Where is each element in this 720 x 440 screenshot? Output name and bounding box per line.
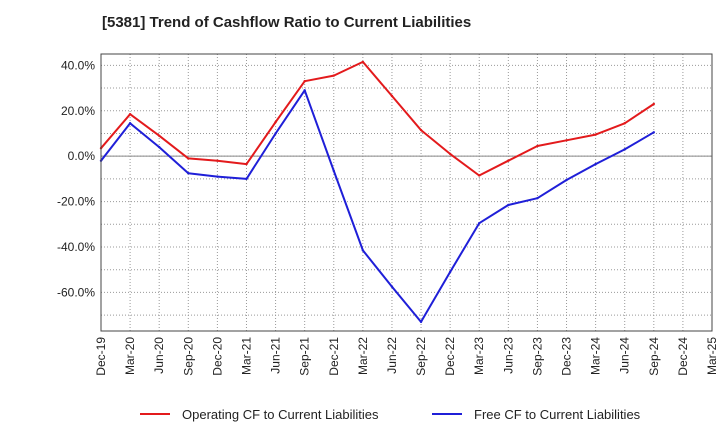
x-tick-label: Dec-19 <box>94 337 108 376</box>
data-point-1 <box>507 159 510 162</box>
data-point-1 <box>274 120 277 124</box>
data-point-1 <box>390 94 394 98</box>
x-tick-label: Jun-20 <box>152 337 166 374</box>
data-point-2 <box>303 89 306 92</box>
data-point-2 <box>128 122 132 125</box>
data-point-2 <box>565 178 568 182</box>
x-tick-label: Dec-21 <box>327 337 341 376</box>
data-point-1 <box>128 112 132 116</box>
data-point-1 <box>361 60 365 64</box>
x-tick-label: Sep-24 <box>647 337 661 376</box>
data-point-1 <box>623 122 626 125</box>
data-point-2 <box>274 132 277 135</box>
plot-area <box>101 54 712 331</box>
y-tick-label: 40.0% <box>61 58 95 72</box>
data-point-2 <box>187 172 190 175</box>
x-tick-label: Mar-20 <box>123 337 137 375</box>
x-tick-label: Sep-23 <box>530 337 544 376</box>
x-tick-label: Mar-22 <box>356 337 370 375</box>
x-tick-label: Jun-21 <box>269 337 283 374</box>
data-point-2 <box>361 249 365 252</box>
y-tick-label: -40.0% <box>57 240 95 254</box>
series-line-1 <box>100 60 655 177</box>
x-tick-label: Mar-24 <box>589 337 603 375</box>
data-point-1 <box>594 133 597 136</box>
x-tick-label: Mar-25 <box>705 337 719 375</box>
legend-label-1: Operating CF to Current Liabilities <box>182 407 379 422</box>
data-point-1 <box>419 128 423 132</box>
data-point-2 <box>594 162 597 166</box>
data-point-2 <box>332 169 335 173</box>
x-tick-label: Sep-21 <box>298 337 312 376</box>
data-point-1 <box>565 139 568 142</box>
data-point-2 <box>507 203 510 207</box>
y-tick-label: 20.0% <box>61 104 95 118</box>
x-tick-label: Jun-23 <box>501 337 515 374</box>
data-point-2 <box>157 145 161 149</box>
data-point-1 <box>536 144 539 148</box>
data-point-2 <box>390 285 394 288</box>
data-point-2 <box>245 177 248 181</box>
y-tick-label: -60.0% <box>57 285 95 299</box>
data-point-2 <box>448 270 452 274</box>
plot-frame <box>100 53 713 332</box>
data-point-1 <box>448 152 452 156</box>
x-tick-label: Dec-22 <box>443 337 457 376</box>
x-tick-label: Jun-22 <box>385 337 399 374</box>
x-tick-label: Dec-23 <box>560 337 574 376</box>
x-tick-label: Jun-24 <box>618 337 632 374</box>
x-tick-label: Sep-20 <box>181 337 195 376</box>
data-point-1 <box>216 159 219 162</box>
data-point-1 <box>652 102 656 106</box>
data-point-1 <box>332 74 335 77</box>
data-point-2 <box>216 175 219 178</box>
x-tick-label: Dec-20 <box>210 337 224 376</box>
data-point-1 <box>245 162 248 166</box>
data-point-2 <box>652 131 656 134</box>
x-tick-label: Mar-21 <box>239 337 253 375</box>
x-tick-label: Dec-24 <box>676 337 690 376</box>
data-point-1 <box>187 157 190 160</box>
chart-title: [5381] Trend of Cashflow Ratio to Curren… <box>102 14 472 31</box>
data-point-2 <box>536 196 539 200</box>
data-point-2 <box>478 221 481 225</box>
y-tick-label: 0.0% <box>68 149 96 163</box>
y-tick-label: -20.0% <box>57 195 95 209</box>
x-tick-label: Sep-22 <box>414 337 428 376</box>
x-tick-label: Mar-23 <box>472 337 486 375</box>
series-line-2 <box>100 89 655 323</box>
data-point-2 <box>623 148 626 151</box>
data-point-1 <box>157 134 161 137</box>
data-point-1 <box>303 80 306 83</box>
legend-label-2: Free CF to Current Liabilities <box>474 407 641 422</box>
data-point-2 <box>419 320 423 324</box>
data-point-1 <box>478 174 481 177</box>
